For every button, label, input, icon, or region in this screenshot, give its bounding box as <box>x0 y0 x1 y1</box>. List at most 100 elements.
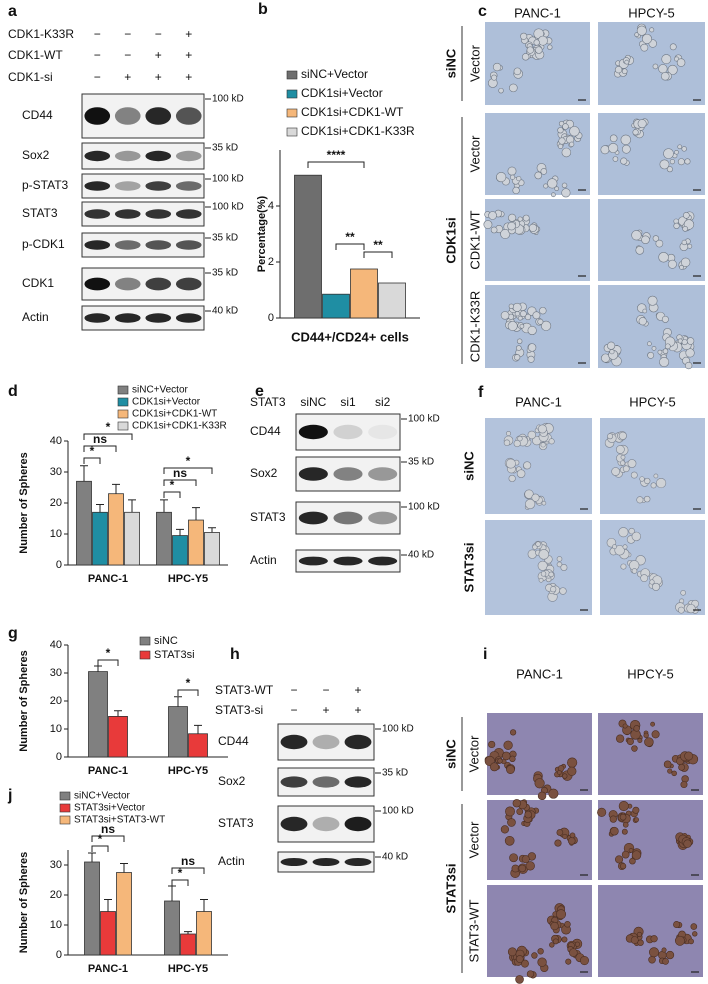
cell <box>562 123 569 130</box>
band <box>175 181 202 191</box>
band <box>280 776 308 788</box>
cell <box>527 355 535 363</box>
cell <box>557 127 564 134</box>
band-label: CD44 <box>250 424 281 438</box>
legend-label: CDK1si+CDK1-WT <box>132 409 217 420</box>
band <box>312 816 340 832</box>
band <box>145 240 172 250</box>
error-bar <box>176 528 184 536</box>
band-label: Sox2 <box>218 774 246 788</box>
error-bar <box>184 931 192 934</box>
cell <box>627 459 637 468</box>
band-label: p-STAT3 <box>22 178 69 192</box>
condition-label: CDK1-si <box>8 70 53 84</box>
cell <box>684 361 693 370</box>
x-tick-label: HPC-Y5 <box>168 765 208 777</box>
cell <box>507 818 516 827</box>
cell <box>650 482 657 489</box>
band <box>298 467 328 481</box>
cell <box>653 473 659 479</box>
band <box>84 313 111 323</box>
lane-sign: − <box>290 683 297 697</box>
cell <box>611 467 620 476</box>
cell <box>620 157 628 165</box>
row-label: Vector <box>467 44 482 82</box>
band <box>114 240 141 250</box>
cell <box>631 531 642 542</box>
band <box>368 467 398 481</box>
cell <box>516 176 522 182</box>
error-bar <box>194 724 202 734</box>
panel-letter: h <box>230 646 240 663</box>
cell <box>531 493 540 502</box>
panel-letter: f <box>478 384 484 401</box>
cell <box>534 171 543 180</box>
row-label: CDK1-K33R <box>467 291 482 363</box>
cell <box>569 126 580 137</box>
cell <box>649 579 655 585</box>
cell <box>556 561 563 568</box>
cell <box>690 923 698 930</box>
cell <box>649 27 655 33</box>
bar <box>188 519 204 566</box>
cell <box>649 947 660 958</box>
cell <box>681 146 687 152</box>
legend-swatch <box>59 803 71 813</box>
significance-label: ns <box>93 432 107 446</box>
y-axis-label: Percentage(%) <box>256 195 268 272</box>
cell <box>612 156 619 162</box>
marker-label: 35 kD <box>408 457 434 468</box>
cell <box>574 941 580 947</box>
band <box>114 313 141 323</box>
band-label: CD44 <box>22 108 53 122</box>
cell <box>640 574 649 582</box>
micrograph <box>485 285 590 368</box>
y-tick-label: 20 <box>50 889 62 901</box>
cell <box>522 53 530 61</box>
cell <box>656 477 667 489</box>
y-axis-label: Number of Spheres <box>18 650 30 751</box>
cell <box>541 500 547 506</box>
cell <box>520 32 528 40</box>
bar <box>350 268 378 319</box>
cell <box>615 855 624 864</box>
cell <box>562 773 568 779</box>
marker-label: 100 kD <box>408 502 440 513</box>
x-tick-label: PANC-1 <box>88 963 128 975</box>
band <box>368 424 398 440</box>
band-label: Actin <box>22 310 49 324</box>
cell <box>567 757 578 768</box>
band <box>312 858 340 866</box>
cell <box>684 751 694 761</box>
cell <box>533 39 540 46</box>
group-label: siNC <box>461 451 476 481</box>
cell <box>674 935 685 946</box>
cell <box>550 586 557 593</box>
significance-bracket <box>97 659 119 666</box>
significance-bracket <box>171 879 189 886</box>
cell <box>510 174 516 180</box>
band-label: Sox2 <box>250 466 278 480</box>
cell <box>609 815 617 823</box>
band <box>298 556 328 566</box>
band <box>175 313 202 323</box>
y-tick-label: 40 <box>50 435 62 447</box>
cell <box>651 582 661 591</box>
cell <box>522 214 530 222</box>
marker-label: 100 kD <box>212 174 244 185</box>
band <box>312 776 340 788</box>
band-label: CD44 <box>218 734 249 748</box>
y-tick-label: 0 <box>56 751 62 763</box>
cell <box>562 833 568 840</box>
cell <box>652 63 659 70</box>
cell <box>535 541 541 547</box>
error-bar <box>114 710 122 717</box>
y-tick-label: 0 <box>56 949 62 961</box>
cell <box>688 938 694 945</box>
significance-bracket <box>177 689 199 696</box>
cell <box>657 349 663 355</box>
cell <box>643 732 649 739</box>
cell <box>635 245 645 255</box>
cell <box>500 825 510 834</box>
cell <box>540 168 548 175</box>
